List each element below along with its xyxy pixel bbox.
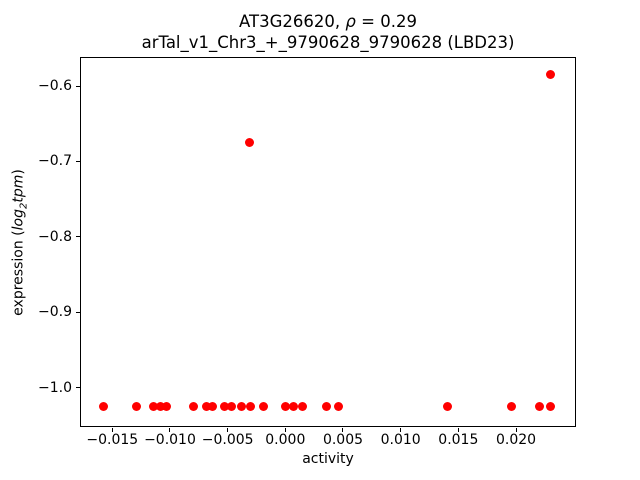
x-axis-tick-label: −0.015 [86, 432, 139, 448]
plot-area [80, 57, 576, 427]
data-point [298, 402, 308, 412]
y-axis-label-subscript: 2 [18, 202, 30, 210]
x-axis-tick-label: 0.005 [322, 432, 364, 448]
y-axis-tick [76, 85, 80, 87]
data-point [202, 402, 212, 412]
y-axis-label-log: log [10, 209, 27, 231]
x-axis-tick-label: −0.005 [201, 432, 254, 448]
data-point [226, 402, 236, 412]
x-axis-tick-label: −0.010 [144, 432, 196, 448]
plot-subtitle: arTal_v1_Chr3_+_9790628_9790628 (LBD23) [141, 33, 515, 52]
data-point [245, 138, 255, 148]
data-point [246, 402, 256, 412]
x-axis-tick [457, 427, 459, 432]
data-point [236, 402, 246, 412]
data-point [98, 402, 108, 412]
x-axis-tick [400, 427, 402, 432]
y-axis-label-suffix: ) [10, 169, 27, 175]
x-axis-tick [169, 427, 171, 432]
x-axis-tick [342, 427, 344, 432]
data-point [280, 402, 290, 412]
y-axis-tick-label: −0.7 [38, 153, 72, 170]
x-axis-tick [284, 427, 286, 432]
data-point [443, 402, 453, 412]
y-axis-tick-label: −1.0 [38, 379, 72, 396]
y-axis-tick [76, 160, 80, 162]
data-point [156, 402, 166, 412]
x-axis-label: activity [302, 451, 354, 467]
title-rho-symbol: ρ [345, 12, 356, 31]
data-point [258, 402, 268, 412]
data-point [188, 402, 198, 412]
x-axis-tick-label: 0.020 [495, 432, 537, 448]
data-point [132, 402, 142, 412]
title-rho-value: = 0.29 [355, 12, 417, 31]
data-point [322, 402, 332, 412]
y-axis-tick-label: −0.6 [38, 78, 72, 95]
plot-title: AT3G26620, ρ = 0.29 [80, 11, 576, 32]
y-axis-tick [76, 311, 80, 313]
title-gene-id: AT3G26620, [239, 12, 346, 31]
x-axis-tick [111, 427, 113, 432]
data-point [333, 402, 343, 412]
x-axis-tick-label: 0.000 [265, 432, 306, 448]
data-point [219, 402, 229, 412]
y-axis-tick-label: −0.9 [38, 304, 72, 321]
y-axis-tick-label: −0.8 [38, 228, 72, 245]
data-point [162, 402, 171, 412]
data-point [208, 402, 218, 412]
y-axis-label-prefix: expression ( [10, 230, 27, 316]
x-axis-tick-label: 0.015 [438, 432, 479, 448]
data-point [546, 402, 556, 412]
x-axis-tick [515, 427, 517, 432]
y-axis-tick [76, 236, 80, 238]
x-axis-tick-label: 0.010 [380, 432, 421, 448]
y-axis-tick [76, 387, 80, 389]
x-axis-tick [227, 427, 229, 432]
data-point [149, 402, 159, 412]
y-axis-label: expression (log2tpm) [11, 58, 30, 428]
data-point [546, 70, 556, 80]
data-point [506, 402, 516, 412]
data-point [288, 402, 298, 412]
data-point [534, 402, 544, 412]
y-axis-label-var: tpm [10, 174, 27, 203]
